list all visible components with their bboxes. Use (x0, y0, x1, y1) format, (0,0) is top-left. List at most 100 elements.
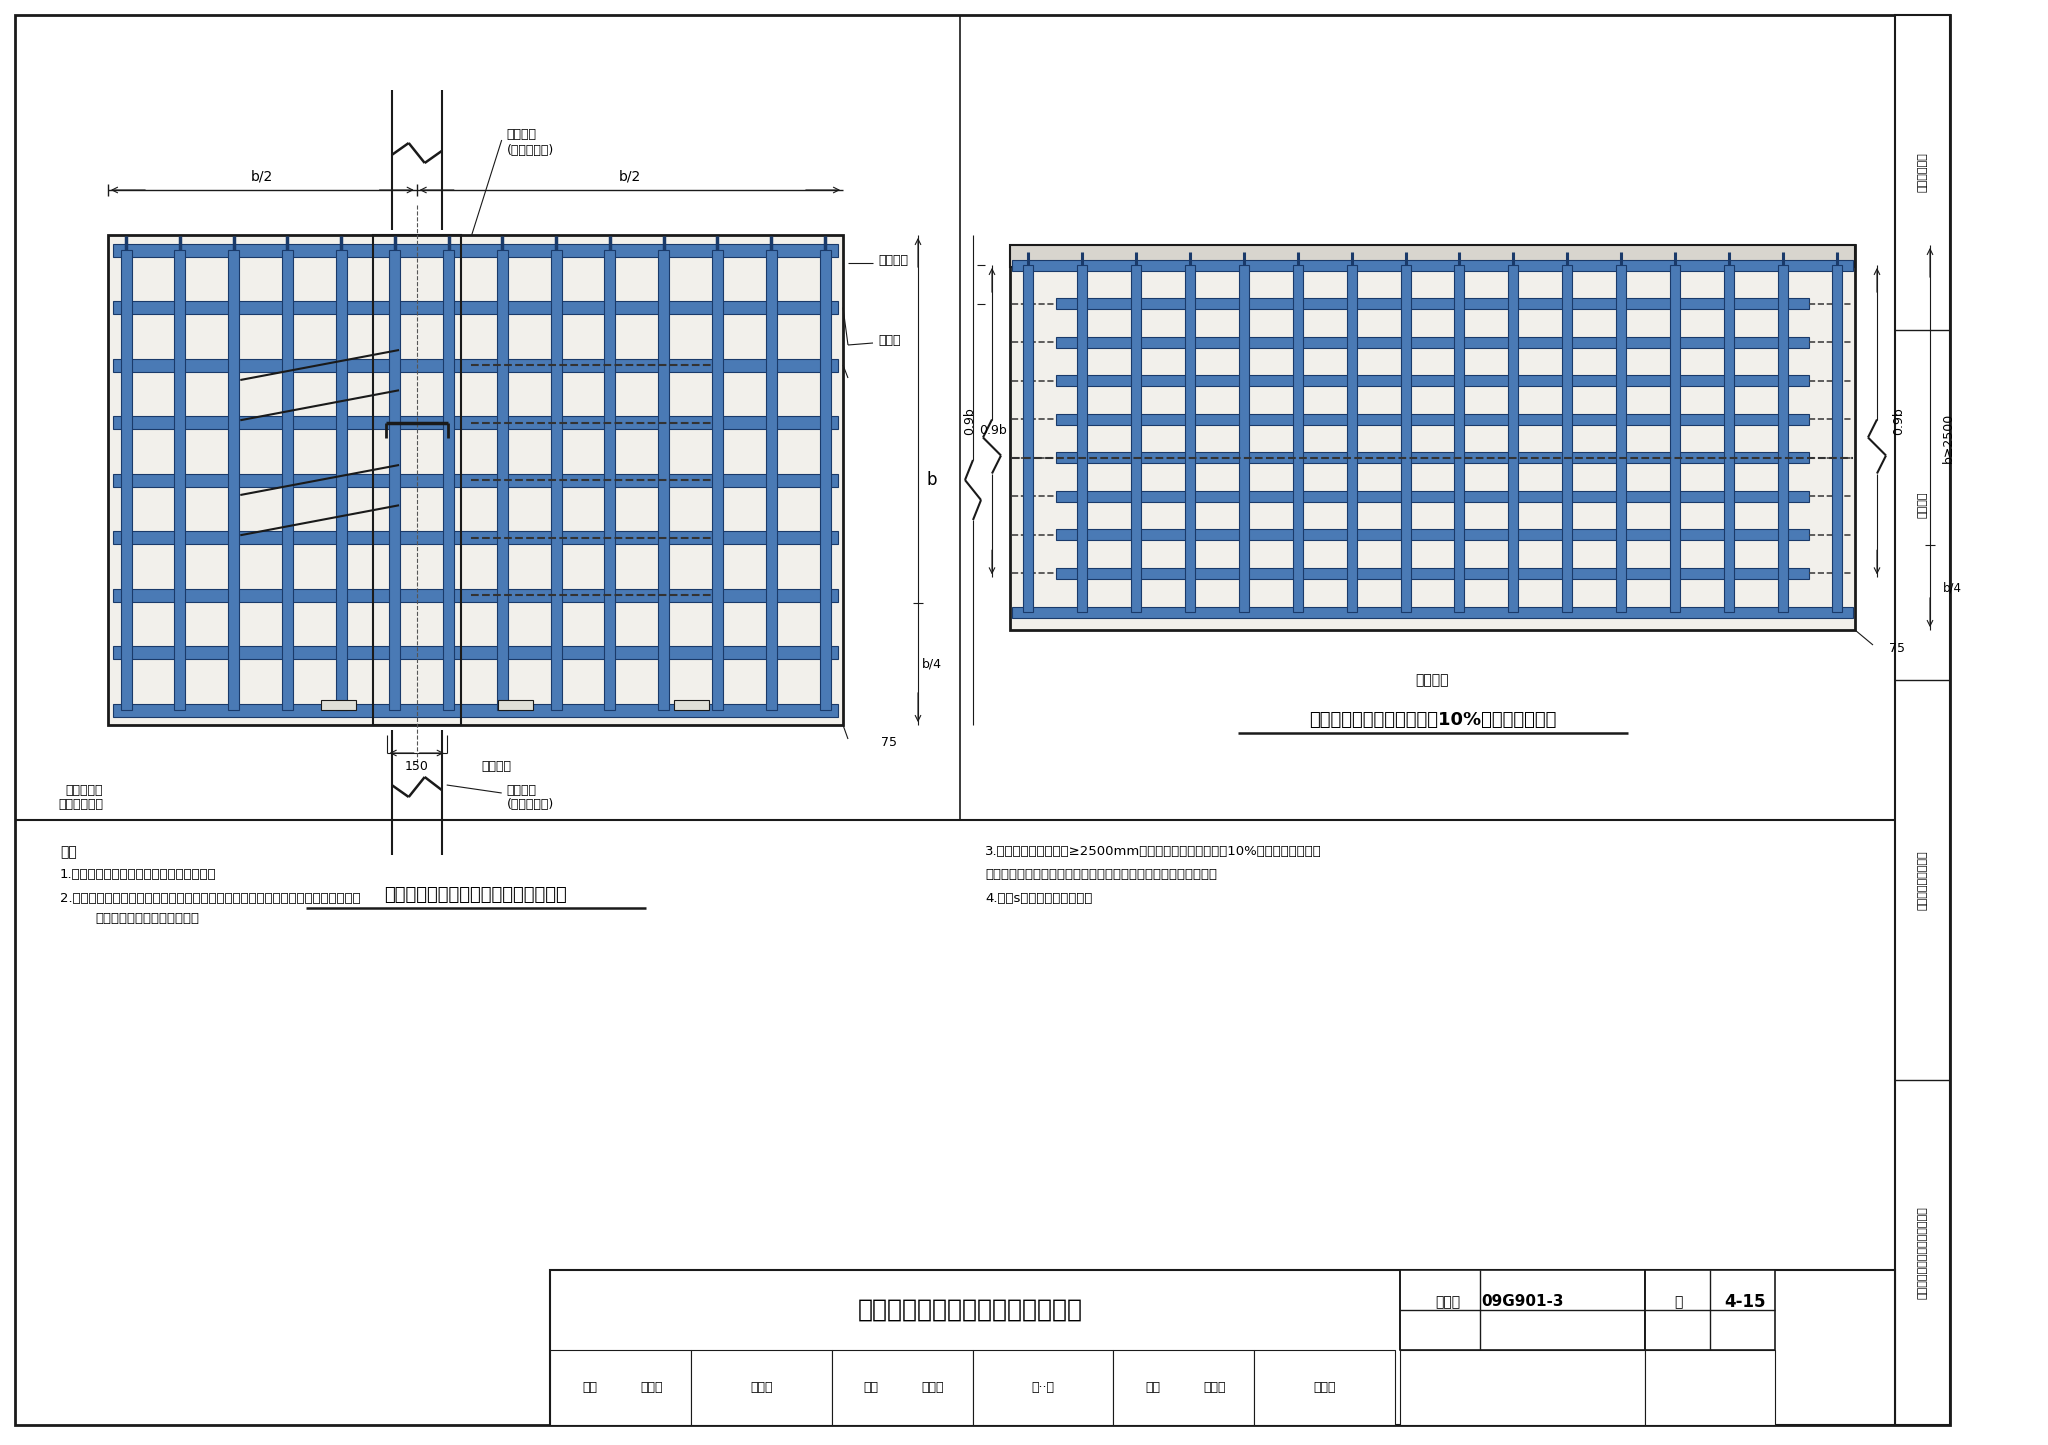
Text: 2.实际工程与本图不相同时，应由设计者设计。如果要求施工参照本图构造施工时，: 2.实际工程与本图不相同时，应由设计者设计。如果要求施工参照本图构造施工时， (59, 892, 360, 905)
Text: 页: 页 (1673, 1295, 1681, 1309)
Text: 条形基础无交接底板端部鑉筋排布构造: 条形基础无交接底板端部鑉筋排布构造 (385, 886, 567, 905)
Bar (1724, 264, 1735, 613)
Text: b: b (928, 471, 938, 488)
Text: b/2: b/2 (618, 169, 641, 184)
Bar (551, 1350, 690, 1425)
Text: 75: 75 (881, 737, 897, 750)
Text: 0.9b: 0.9b (979, 423, 1008, 436)
Bar (113, 474, 838, 487)
Bar (1563, 264, 1573, 613)
Bar (1645, 1270, 1776, 1350)
Bar (1253, 1350, 1395, 1425)
Text: b/4: b/4 (922, 657, 942, 670)
Bar (1778, 264, 1788, 613)
Bar (227, 250, 240, 709)
Text: b≥2500: b≥2500 (1942, 412, 1954, 462)
Text: 一般构造要求: 一般构造要求 (1917, 153, 1927, 192)
Text: 基础连梁: 基础连梁 (506, 783, 537, 796)
Text: 王怀元: 王怀元 (1204, 1381, 1227, 1394)
Bar (819, 250, 831, 709)
Text: 分布鑉筋: 分布鑉筋 (1415, 673, 1450, 686)
Text: 设计应给出相应的变更说明。: 设计应给出相应的变更说明。 (94, 912, 199, 925)
Bar (174, 250, 184, 709)
Bar (1401, 1270, 1645, 1350)
Bar (1114, 1350, 1253, 1425)
Bar (1057, 376, 1808, 386)
Bar (1401, 1350, 1645, 1425)
Bar (1348, 264, 1356, 613)
Bar (442, 250, 455, 709)
Text: 1.基础的配筋及几何尺寸详具体结构设计。: 1.基础的配筋及几何尺寸详具体结构设计。 (59, 868, 217, 881)
Bar (113, 416, 838, 429)
Bar (109, 236, 844, 725)
Bar (1057, 452, 1808, 464)
Text: 底板交接区的受力鑉筋和无交接底板端部的第一根鑉筋不应减短。: 底板交接区的受力鑉筋和无交接底板端部的第一根鑉筋不应减短。 (985, 868, 1217, 881)
Bar (498, 699, 532, 709)
Bar (690, 1350, 831, 1425)
Text: 基础连梁: 基础连梁 (506, 129, 537, 142)
Text: 张‧‧文: 张‧‧文 (1032, 1381, 1055, 1394)
Text: 条形基础底板受力钙筋的排布构造: 条形基础底板受力钙筋的排布构造 (858, 1298, 1083, 1322)
Text: (无基础底板): (无基础底板) (506, 799, 553, 812)
Bar (1645, 1350, 1776, 1425)
Text: 夏多帆: 夏多帆 (750, 1381, 772, 1394)
Bar (113, 646, 838, 659)
Text: 分布鑉筋: 分布鑉筋 (879, 253, 907, 266)
Bar (604, 250, 614, 709)
Bar (1024, 264, 1032, 613)
Bar (1057, 298, 1808, 309)
Bar (1616, 264, 1626, 613)
Text: 孙伺元: 孙伺元 (1313, 1381, 1335, 1394)
Bar (1057, 529, 1808, 540)
Bar (498, 250, 508, 709)
Bar (113, 358, 838, 371)
Bar (657, 250, 670, 709)
Bar (1010, 246, 1855, 630)
Text: 审核: 审核 (582, 1381, 596, 1394)
Text: 筋形基础和地下结构: 筋形基础和地下结构 (1917, 850, 1927, 910)
Text: 张工文: 张工文 (922, 1381, 944, 1394)
Text: 0.9b: 0.9b (963, 407, 977, 435)
Bar (113, 704, 838, 717)
Text: 黄志刮: 黄志刮 (641, 1381, 664, 1394)
Bar (283, 250, 293, 709)
Bar (973, 1350, 1114, 1425)
Text: 150: 150 (406, 760, 428, 773)
Text: (无基础底板): (无基础底板) (506, 143, 553, 156)
Bar (121, 250, 131, 709)
Bar (1671, 264, 1679, 613)
Bar (766, 250, 776, 709)
Bar (1833, 264, 1841, 613)
Bar (1401, 264, 1411, 613)
Bar (1077, 264, 1087, 613)
Bar (113, 244, 838, 257)
Text: 直径和间距: 直径和间距 (66, 783, 102, 796)
Text: 设计: 设计 (1145, 1381, 1161, 1394)
Bar (113, 588, 838, 601)
Text: 4-15: 4-15 (1724, 1293, 1765, 1311)
Text: 受力筋: 受力筋 (879, 334, 901, 347)
Text: 图集号: 图集号 (1436, 1295, 1460, 1309)
Text: 75: 75 (1888, 642, 1905, 655)
Bar (389, 250, 399, 709)
Text: 同底板受力筋: 同底板受力筋 (57, 799, 102, 812)
Text: 0.9b: 0.9b (1892, 407, 1905, 435)
Bar (1130, 264, 1141, 613)
Bar (1057, 413, 1808, 425)
Text: 分布鑉筋: 分布鑉筋 (481, 760, 512, 773)
Text: 独立基础、条形基础、桦基承台: 独立基础、条形基础、桦基承台 (1917, 1207, 1927, 1299)
Bar (322, 699, 356, 709)
Text: b/4: b/4 (1942, 581, 1962, 594)
Bar (1894, 14, 1950, 1425)
Text: b/2: b/2 (252, 169, 274, 184)
Text: 注：: 注： (59, 845, 76, 858)
Text: 3.当条形基础底板宽度≥2500mm时，底板配筋长度可减小10%配置。但是在进入: 3.当条形基础底板宽度≥2500mm时，底板配筋长度可减小10%配置。但是在进入 (985, 845, 1321, 858)
Bar (1239, 264, 1249, 613)
Bar (831, 1350, 973, 1425)
Bar (113, 301, 838, 314)
Bar (336, 250, 346, 709)
Bar (1186, 264, 1194, 613)
Bar (1292, 264, 1303, 613)
Bar (551, 250, 561, 709)
Text: 4.图中s为分布鑉筋的间距。: 4.图中s为分布鑉筋的间距。 (985, 892, 1092, 905)
